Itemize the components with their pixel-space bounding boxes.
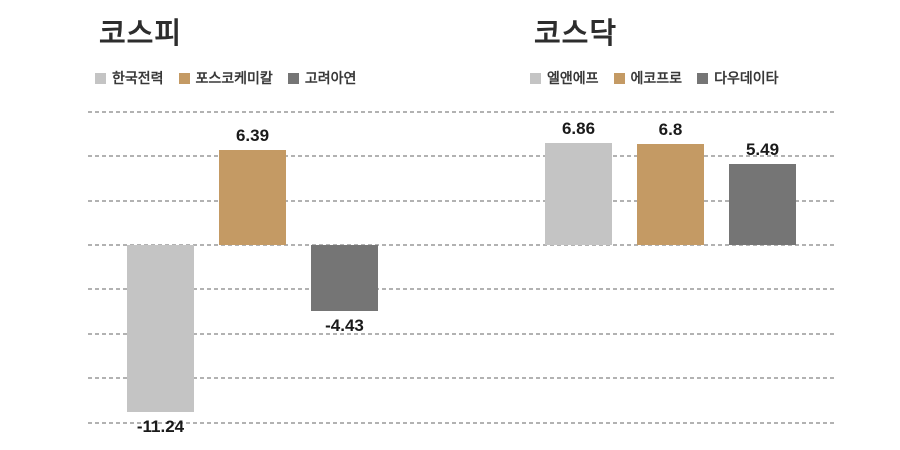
gridline bbox=[88, 377, 835, 380]
kospi-header: 코스피 한국전력 포스코케미칼 고려아연 bbox=[95, 16, 356, 88]
legend-label: 한국전력 bbox=[112, 70, 164, 86]
legend-swatch bbox=[613, 72, 625, 84]
kospi-title: 코스피 bbox=[99, 18, 183, 50]
legend-swatch bbox=[178, 72, 190, 84]
gridline bbox=[88, 421, 835, 424]
kosdaq-legend: 엘앤에프 에코프로 다우데이타 bbox=[530, 68, 778, 88]
bar-고려아연 bbox=[311, 245, 378, 311]
kospi-legend: 한국전력 포스코케미칼 고려아연 bbox=[95, 68, 356, 88]
legend-swatch bbox=[95, 72, 106, 84]
gridline bbox=[88, 155, 835, 158]
bar-한국전력 bbox=[127, 245, 194, 412]
bar-value-label: 5.49 bbox=[745, 139, 780, 159]
gridline bbox=[88, 288, 835, 291]
bar-다우데이타 bbox=[729, 163, 796, 245]
gridline bbox=[88, 199, 835, 202]
legend-item-korea-zinc: 고려아연 bbox=[287, 68, 357, 88]
legend-item-l-and-f: 엘앤에프 bbox=[530, 68, 599, 88]
kosdaq-header: 코스닥 엘앤에프 에코프로 다우데이타 bbox=[530, 16, 778, 88]
bar-value-label: 6.86 bbox=[561, 119, 596, 139]
bar-value-label: -11.24 bbox=[136, 416, 185, 436]
legend-item-ecopro: 에코프로 bbox=[613, 68, 683, 88]
bar-value-label: 6.39 bbox=[235, 126, 270, 146]
gridline bbox=[88, 332, 835, 335]
legend-label: 엘앤에프 bbox=[547, 70, 599, 86]
bar-엘앤에프 bbox=[545, 143, 612, 245]
legend-swatch bbox=[287, 72, 299, 84]
legend-swatch bbox=[530, 72, 541, 84]
legend-label: 에코프로 bbox=[630, 70, 683, 86]
legend-item-hanguk-jeonryeok: 한국전력 bbox=[95, 68, 164, 88]
legend-label: 고려아연 bbox=[304, 70, 357, 86]
kosdaq-title: 코스닥 bbox=[534, 18, 618, 50]
bar-에코프로 bbox=[637, 144, 704, 245]
gridline bbox=[88, 244, 835, 246]
legend-swatch bbox=[697, 72, 709, 84]
gridline bbox=[88, 110, 835, 113]
legend-label: 포스코케미칼 bbox=[195, 70, 273, 86]
legend-item-daou-data: 다우데이타 bbox=[697, 68, 778, 88]
bar-value-label: 6.8 bbox=[658, 120, 683, 140]
bar-value-label: -4.43 bbox=[325, 315, 364, 335]
legend-label: 다우데이타 bbox=[714, 70, 779, 86]
legend-item-posco-chemical: 포스코케미칼 bbox=[178, 68, 273, 88]
bar-포스코케미칼 bbox=[219, 150, 286, 245]
